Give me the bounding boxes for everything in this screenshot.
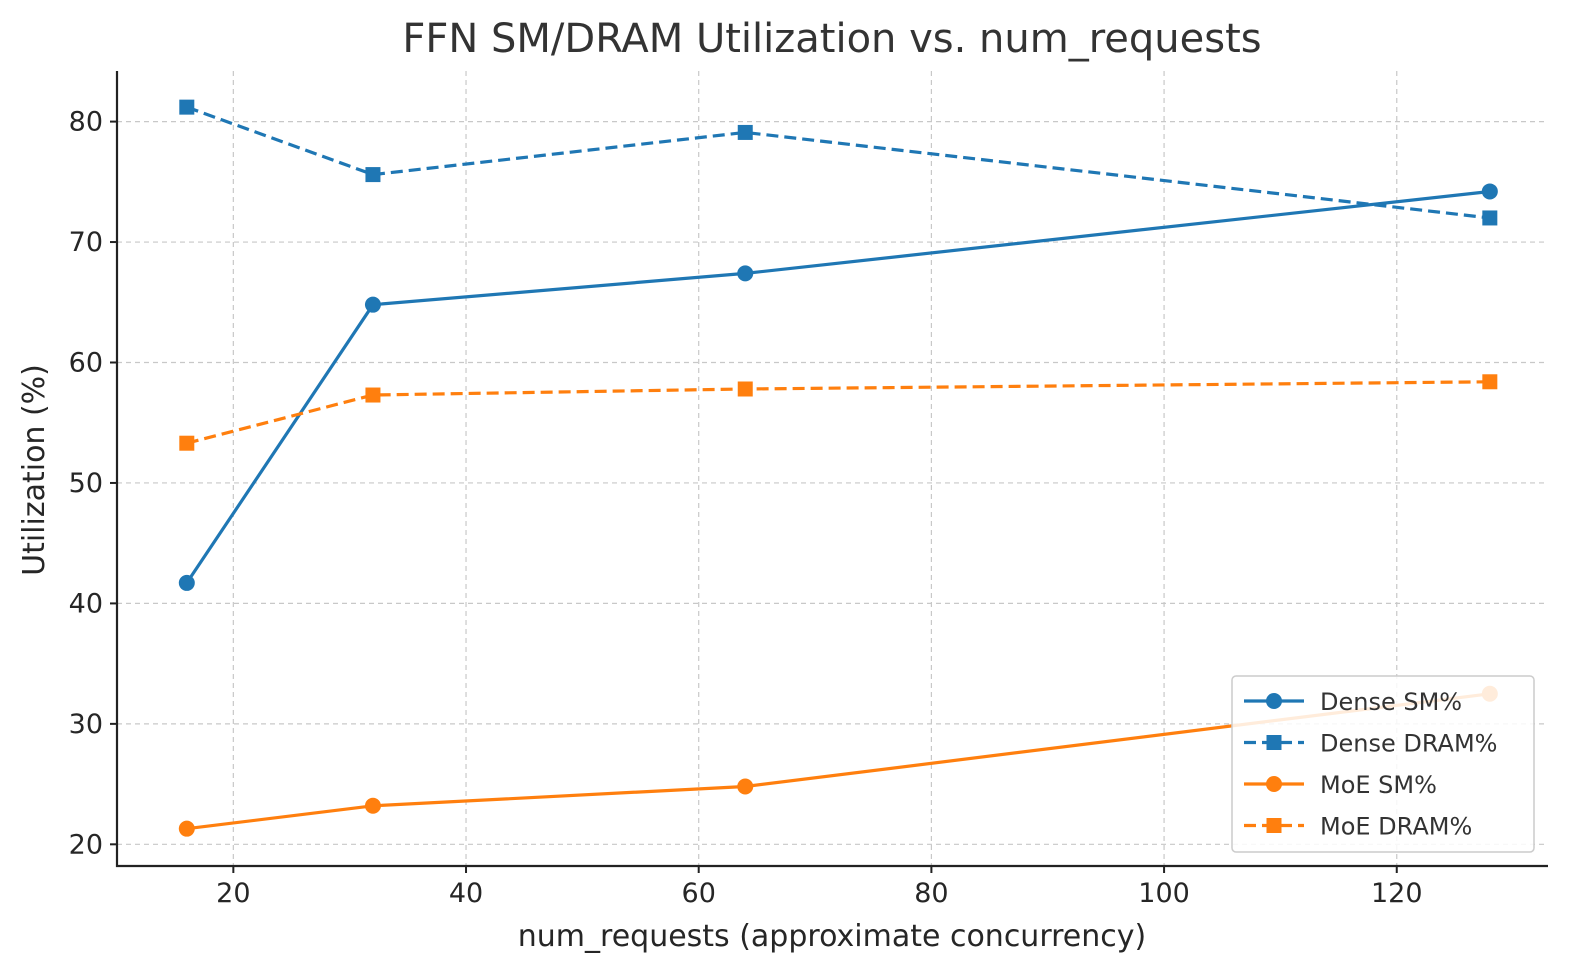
data-point (178, 820, 195, 837)
legend-label: MoE SM% (1320, 771, 1437, 799)
series-layer (178, 99, 1498, 837)
legend-entry: MoE DRAM% (1244, 813, 1472, 841)
series-line (186, 692, 1490, 831)
data-point (178, 574, 195, 591)
legend-marker (1266, 818, 1282, 833)
x-tick-label: 40 (449, 878, 483, 909)
legend-entry: MoE SM% (1244, 771, 1437, 799)
y-tick-label: 40 (69, 588, 103, 619)
series-moe-dram (179, 374, 1498, 451)
data-point (737, 265, 754, 282)
series-dense-dram (179, 99, 1498, 226)
legend-box (1231, 675, 1535, 853)
data-point (737, 381, 753, 397)
data-point (364, 296, 381, 313)
legend-marker (1266, 693, 1282, 709)
chart-title: FFN SM/DRAM Utilization vs. num_requests (402, 16, 1261, 62)
y-tick-label: 50 (69, 468, 103, 499)
data-point (1482, 210, 1498, 226)
data-point (1481, 183, 1498, 200)
data-point (1482, 374, 1498, 390)
series-line (185, 189, 1490, 584)
axis-spines (115, 71, 1548, 868)
series-line (186, 105, 1490, 220)
grid (117, 71, 1548, 866)
series-line (186, 380, 1490, 445)
axes: 20 40 60 80 100 120 20 30 40 50 60 70 80 (69, 71, 1548, 909)
x-tick-label: 100 (1138, 878, 1190, 909)
series-dense-sm (178, 183, 1498, 591)
x-tick-label: 120 (1371, 878, 1423, 909)
data-point (365, 167, 381, 183)
data-point (365, 387, 381, 403)
legend-label: Dense DRAM% (1320, 730, 1497, 758)
x-tick-label: 20 (216, 878, 250, 909)
legend-marker (1266, 776, 1282, 792)
data-point (179, 99, 195, 115)
y-tick-label: 60 (69, 348, 103, 379)
y-tick-label: 20 (69, 829, 103, 860)
legend: Dense SM% Dense DRAM% MoE SM% MoE DRAM% (1231, 675, 1535, 853)
x-tick-label: 60 (682, 878, 716, 909)
data-point (179, 435, 195, 451)
legend-entry: Dense SM% (1244, 688, 1462, 716)
data-point (364, 797, 381, 814)
x-axis-label: num_requests (approximate concurrency) (518, 919, 1146, 954)
data-point (737, 124, 753, 140)
x-tick-label: 80 (914, 878, 948, 909)
y-tick-label: 70 (69, 227, 103, 258)
y-tick-label: 30 (69, 709, 103, 740)
y-tick-label: 80 (69, 107, 103, 138)
y-axis-label: Utilization (%) (17, 364, 52, 576)
legend-entry: Dense DRAM% (1244, 730, 1497, 758)
data-point (737, 778, 754, 795)
legend-label: MoE DRAM% (1320, 813, 1472, 841)
legend-marker (1266, 735, 1282, 750)
legend-label: Dense SM% (1320, 688, 1462, 716)
